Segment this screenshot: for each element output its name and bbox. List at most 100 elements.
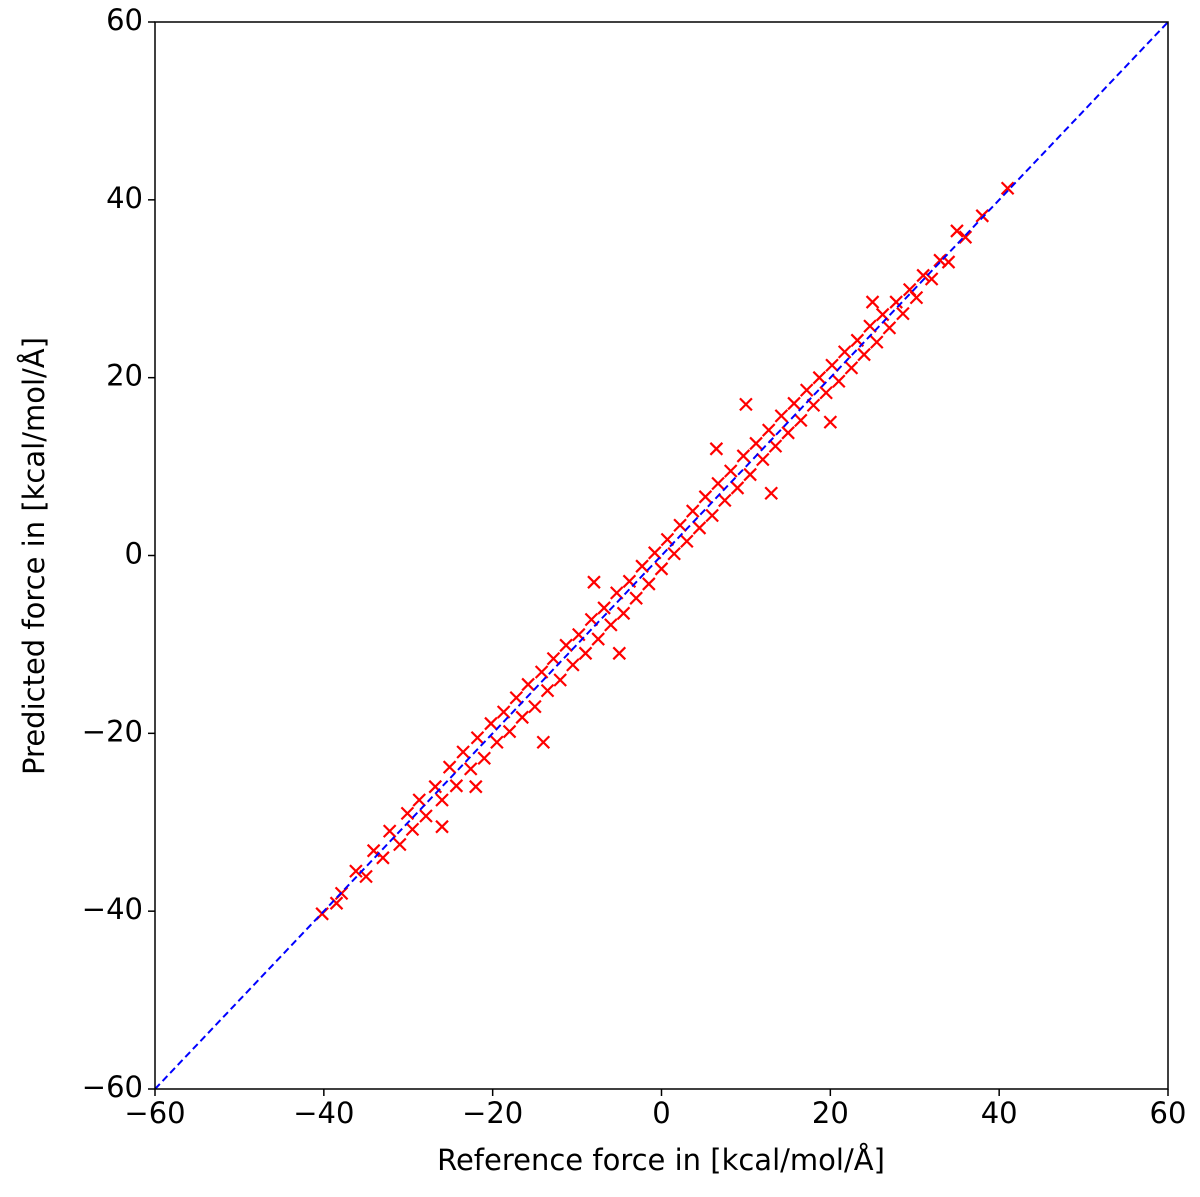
point [642,577,656,591]
point [819,386,833,400]
point [609,586,624,600]
point [566,658,580,672]
point [496,705,511,719]
point [736,449,751,463]
point [768,439,783,453]
point [723,464,738,478]
x-tick-label: −60 [124,1096,185,1130]
point [597,601,611,615]
point [329,896,344,910]
point [692,521,707,535]
point [865,295,880,309]
point [794,413,808,428]
y-tick-label: 0 [125,537,143,571]
point [799,383,814,397]
point [359,869,373,884]
point [393,837,407,852]
point [857,347,871,362]
y-tick-label: 40 [106,181,143,215]
point [896,306,910,321]
point [629,591,643,605]
point [685,504,700,518]
x-tick-label: −40 [293,1096,354,1130]
point [521,677,535,692]
point [889,295,903,309]
point [781,426,795,440]
point [435,819,449,834]
point [584,612,599,627]
point [718,493,732,508]
point [743,467,757,482]
point [806,398,821,413]
point [705,508,719,523]
point [667,546,681,561]
point [844,361,859,375]
point [761,423,776,437]
point [559,638,573,653]
point [730,481,745,495]
y-tick-label: −20 [82,714,143,748]
reference-line [154,21,1169,1090]
point [612,646,627,661]
point [654,562,669,576]
point [909,290,924,305]
point [660,532,675,547]
point [774,409,789,423]
point [546,651,561,666]
point [616,606,631,621]
point [673,518,687,533]
point [680,534,694,549]
point [470,731,485,745]
point [698,490,713,504]
y-tick-label: −40 [82,892,143,926]
point [484,716,498,731]
point [916,268,930,283]
point [587,575,601,589]
point [837,345,852,359]
point [490,735,504,750]
point [709,442,724,456]
point [578,646,593,661]
point [528,699,542,714]
y-tick-label: 20 [106,359,143,393]
x-axis-label: Reference force in [kcal/mol/Å] [437,1143,885,1177]
point [442,760,457,774]
point [823,415,838,429]
point [463,762,478,776]
point [449,779,464,793]
point [604,618,618,632]
point [435,793,449,807]
point [831,374,846,389]
point [958,230,973,244]
x-tick-label: 60 [1150,1096,1187,1130]
point [428,779,443,794]
point [553,673,567,687]
point [764,486,779,501]
point [515,710,529,725]
point [540,683,555,698]
point [349,864,363,878]
point [1000,181,1015,196]
point [749,436,763,451]
point [534,665,549,679]
point [882,321,897,335]
point [812,370,827,385]
point [477,751,492,766]
point [975,209,990,223]
point [412,793,427,807]
point [739,397,753,412]
point [469,779,483,794]
point [536,735,551,750]
point [382,824,397,838]
point [711,476,725,491]
point [756,452,770,467]
point [933,253,947,268]
x-tick-label: 0 [652,1096,670,1130]
y-tick-label: 60 [106,3,143,37]
y-axis-label: Predicted force in [kcal/mol/Å] [17,337,51,775]
point [635,559,649,573]
point [509,690,524,705]
plot-frame [154,21,1169,1090]
x-tick-label: 40 [981,1096,1018,1130]
